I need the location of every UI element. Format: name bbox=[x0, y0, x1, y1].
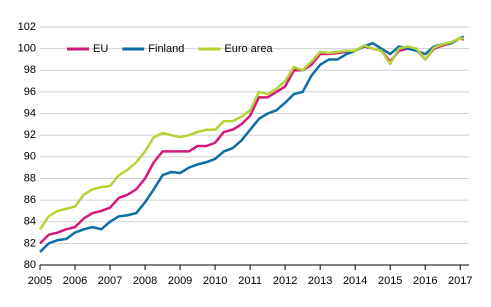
y-tick-label: 102 bbox=[18, 21, 36, 33]
x-tick-label: 2008 bbox=[133, 275, 157, 287]
legend-label: Euro area bbox=[224, 43, 273, 55]
line-series bbox=[39, 36, 465, 245]
x-tick-label: 2014 bbox=[343, 275, 367, 287]
y-tick-label: 100 bbox=[18, 43, 36, 55]
x-tick-label: 2017 bbox=[448, 275, 472, 287]
y-tick-label: 90 bbox=[24, 151, 36, 163]
y-tick-label: 92 bbox=[24, 129, 36, 141]
line-series bbox=[38, 36, 465, 230]
x-tick-label: 2007 bbox=[98, 275, 122, 287]
x-tick-label: 2016 bbox=[413, 275, 437, 287]
x-tick-label: 2010 bbox=[203, 275, 227, 287]
legend-label: EU bbox=[93, 43, 108, 55]
x-tick-label: 2009 bbox=[168, 275, 192, 287]
y-tick-label: 96 bbox=[24, 86, 36, 98]
y-tick-label: 80 bbox=[24, 259, 36, 271]
y-tick-label: 84 bbox=[24, 216, 36, 228]
x-tick-label: 2005 bbox=[28, 275, 52, 287]
x-tick-label: 2012 bbox=[273, 275, 297, 287]
line-series bbox=[39, 35, 465, 253]
x-tick-label: 2015 bbox=[378, 275, 402, 287]
y-tick-label: 82 bbox=[24, 237, 36, 249]
x-tick-label: 2013 bbox=[308, 275, 332, 287]
y-tick-label: 98 bbox=[24, 64, 36, 76]
y-tick-label: 88 bbox=[24, 172, 36, 184]
x-tick-label: 2011 bbox=[238, 275, 262, 287]
legend-label: Finland bbox=[148, 43, 184, 55]
y-tick-label: 86 bbox=[24, 194, 36, 206]
x-tick-label: 2006 bbox=[63, 275, 87, 287]
y-tick-label: 94 bbox=[24, 107, 36, 119]
